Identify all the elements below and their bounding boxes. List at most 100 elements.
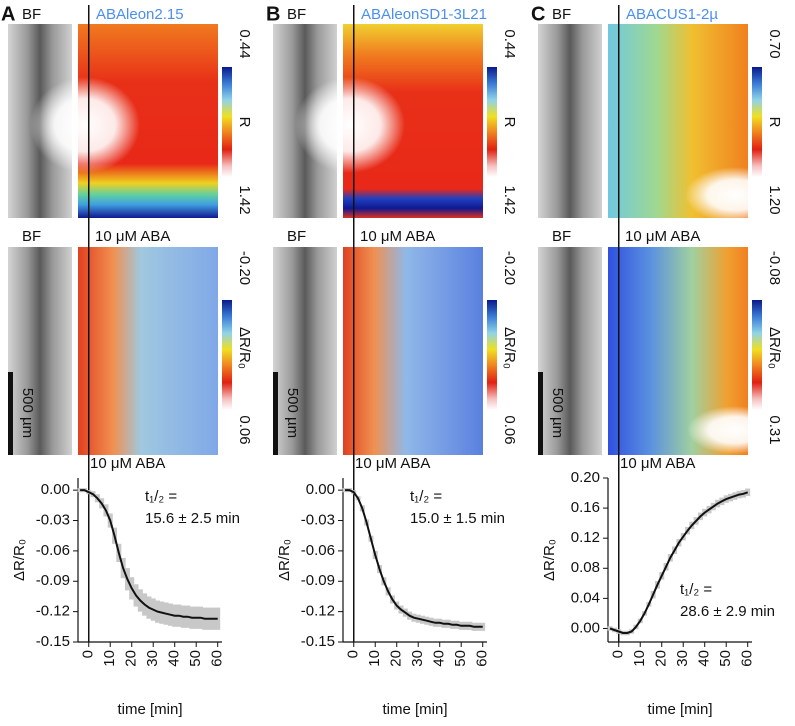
x-tick-label: 20 [388,650,405,667]
colorbar-label: 0.44 [236,29,253,58]
treatment-label: 10 μM ABA [620,455,695,472]
brightfield-image [538,247,602,455]
heatmap-highlight [685,167,785,223]
y-tick-label: 0.00 [306,481,335,498]
y-tick-label: 0.20 [571,469,600,486]
treatment-label: 10 μM ABA [355,455,430,472]
bf-label: BF [22,228,41,245]
colorbar-label: 1.20 [766,185,783,214]
scale-bar [538,372,543,455]
x-tick-label: 10 [101,650,118,667]
panel-letter: C [531,3,545,25]
x-axis-label: time [min] [647,701,712,718]
colorbar-label: 0.44 [501,29,518,58]
x-tick-label: 30 [674,650,691,667]
y-tick-label: 0.00 [571,619,600,636]
colorbar-label: 1.42 [236,185,253,214]
bf-label: BF [287,228,306,245]
y-tick-label: -0.12 [301,603,335,620]
brightfield-image [538,24,602,218]
y-tick-label: -0.06 [301,542,335,559]
treatment-label: 10 μM ABA [95,228,170,245]
colorbar-label: R [501,117,518,128]
sensor-name: ABAleon2.15 [96,6,184,23]
y-tick-label: -0.12 [36,603,70,620]
colorbar-label: ΔR/R₀ [501,327,518,369]
panel-letter: A [1,3,15,25]
y-tick-label: -0.09 [36,572,70,589]
y-tick-label: -0.06 [36,542,70,559]
half-time-annotation: 15.6 ± 2.5 min [145,510,240,527]
x-tick-label: 60 [474,650,491,667]
y-tick-label: 0.16 [571,499,600,516]
y-tick-label: 0.04 [571,589,600,606]
sensor-name: ABACUS1-2µ [626,6,718,23]
y-tick-label: 0.08 [571,559,600,576]
colorbar [222,67,232,177]
ratio-change-heatmap [343,247,483,455]
y-tick-label: -0.03 [301,511,335,528]
colorbar [222,300,232,410]
sensor-name: ABAleonSD1-3L21 [361,6,487,23]
x-tick-label: 20 [123,650,140,667]
heatmap-highlight [30,77,140,173]
colorbar [752,300,762,410]
y-tick-label: 0.12 [571,529,600,546]
scale-bar [8,372,13,455]
bf-label: BF [552,6,571,23]
half-time-annotation: 28.6 ± 2.9 min [680,603,775,620]
x-tick-label: 50 [187,650,204,667]
colorbar-label: ΔR/R₀ [236,327,253,369]
x-tick-label: 60 [209,650,226,667]
x-tick-label: 0 [610,650,627,658]
colorbar-label: -0.08 [766,251,783,285]
brightfield-image [8,247,72,455]
colorbar-label: 1.42 [501,185,518,214]
x-tick-label: 40 [696,650,713,667]
treatment-label: 10 μM ABA [90,455,165,472]
scale-bar-label: 500 µm [284,388,301,438]
treatment-label: 10 μM ABA [625,228,700,245]
colorbar-label: 0.31 [766,415,783,444]
treatment-label: 10 μM ABA [360,228,435,245]
colorbar [487,300,497,410]
colorbar [487,67,497,177]
x-tick-label: 30 [144,650,161,667]
y-tick-label: 0.00 [41,481,70,498]
x-tick-label: 30 [409,650,426,667]
colorbar-label: 0.70 [766,29,783,58]
mean-line [80,489,218,620]
colorbar-label: 0.06 [501,415,518,444]
bf-label: BF [22,6,41,23]
ratio-change-heatmap [78,247,218,455]
scale-bar [273,372,278,455]
x-tick-label: 50 [717,650,734,667]
x-tick-label: 40 [166,650,183,667]
y-axis-label: ΔR/R₀ [11,539,28,581]
half-time-annotation: t₁/₂ = [410,488,442,505]
x-tick-label: 50 [452,650,469,667]
x-tick-label: 40 [431,650,448,667]
x-tick-label: 20 [653,650,670,667]
mean-line [345,489,483,628]
bf-label: BF [552,228,571,245]
x-axis-label: time [min] [382,701,447,718]
colorbar-label: 0.06 [236,415,253,444]
half-time-annotation: t₁/₂ = [145,488,177,505]
heatmap-highlight [295,77,405,173]
mean-line [609,491,749,634]
y-tick-label: -0.15 [36,633,70,650]
y-axis-label: ΔR/R₀ [276,539,293,581]
half-time-annotation: t₁/₂ = [680,581,712,598]
y-tick-label: -0.15 [301,633,335,650]
colorbar-label: -0.20 [501,251,518,285]
heatmap-highlight [687,406,783,454]
panel-letter: B [266,3,280,25]
half-time-annotation: 15.0 ± 1.5 min [410,510,505,527]
scale-bar-label: 500 µm [549,388,566,438]
colorbar-label: -0.20 [236,251,253,285]
x-tick-label: 0 [80,650,97,658]
bf-label: BF [287,6,306,23]
colorbar-label: R [236,117,253,128]
